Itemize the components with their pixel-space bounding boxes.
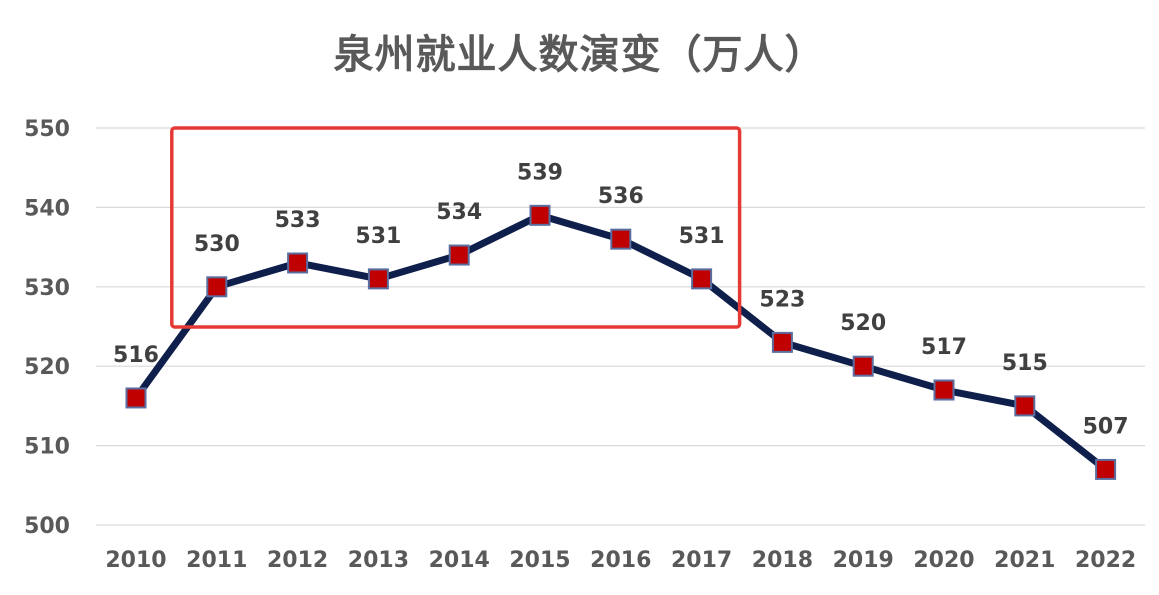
data-point-marker	[771, 331, 793, 353]
highlight-region	[170, 126, 742, 329]
x-tick-label: 2018	[752, 548, 813, 573]
data-point-marker	[448, 244, 470, 266]
x-tick-label: 2015	[509, 548, 570, 573]
x-tick-label: 2021	[994, 548, 1055, 573]
data-label: 531	[679, 224, 725, 249]
data-label: 516	[113, 343, 159, 368]
data-label: 515	[1002, 351, 1048, 376]
data-point-marker	[287, 252, 309, 274]
x-tick-label: 2020	[913, 548, 974, 573]
x-tick-label: 2022	[1075, 548, 1136, 573]
data-point-marker	[852, 355, 874, 377]
data-point-marker	[1095, 458, 1117, 480]
data-label: 507	[1083, 414, 1129, 439]
y-tick-label: 550	[24, 117, 70, 142]
data-point-marker	[529, 204, 551, 226]
x-tick-label: 2012	[267, 548, 328, 573]
data-point-marker	[125, 387, 147, 409]
x-tick-label: 2011	[186, 548, 247, 573]
data-label: 539	[517, 160, 563, 185]
data-labels: 516 530 533 531 534 539 536 531 523 520 517 515 507	[113, 160, 1129, 439]
data-label: 531	[355, 224, 401, 249]
data-point-marker	[367, 268, 389, 290]
data-point-marker	[610, 228, 632, 250]
data-label: 536	[598, 184, 644, 209]
data-point-marker	[206, 276, 228, 298]
x-tick-label: 2017	[671, 548, 732, 573]
x-axis: 2010 2011 2012 2013 2014 2015 2016 2017 2018 2019…	[105, 548, 1136, 573]
x-tick-label: 2010	[105, 548, 166, 573]
y-tick-label: 500	[24, 514, 70, 539]
x-tick-label: 2016	[590, 548, 651, 573]
x-tick-label: 2013	[348, 548, 409, 573]
y-tick-label: 520	[24, 355, 70, 380]
data-point-marker	[1014, 395, 1036, 417]
data-label: 533	[275, 208, 321, 233]
x-tick-label: 2019	[833, 548, 894, 573]
y-tick-label: 540	[24, 196, 70, 221]
x-tick-label: 2014	[429, 548, 490, 573]
data-point-marker	[933, 379, 955, 401]
data-label: 534	[436, 200, 482, 225]
y-tick-label: 510	[24, 435, 70, 460]
y-tick-label: 530	[24, 276, 70, 301]
highlight-box	[170, 126, 742, 329]
data-label: 523	[759, 287, 805, 312]
chart-title: 泉州就业人数演变（万人）	[333, 32, 826, 78]
data-points	[125, 204, 1117, 480]
data-label: 530	[194, 232, 240, 257]
y-axis: 500 510 520 530 540 550	[24, 117, 70, 539]
data-label: 517	[921, 335, 967, 360]
data-label: 520	[840, 311, 886, 336]
data-point-marker	[691, 268, 713, 290]
